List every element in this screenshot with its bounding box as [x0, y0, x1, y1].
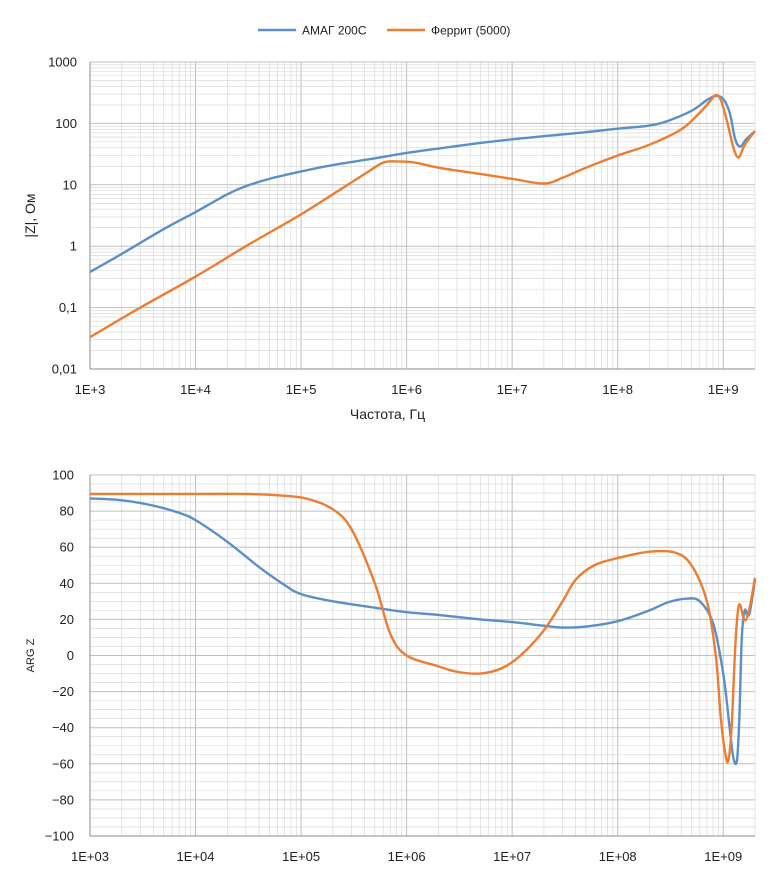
chart2-x-tick-label: 1E+08	[599, 849, 637, 864]
chart1-series-line-1	[89, 94, 756, 274]
chart1-y-tick-label: 0,01	[52, 362, 77, 377]
chart2-y-tick-label: 100	[52, 468, 74, 483]
chart2-y-tick-label: −20	[52, 684, 74, 699]
chart2-x-tick-label: 1E+09	[704, 849, 742, 864]
legend-label-2: Феррит (5000)	[431, 24, 510, 38]
chart1-x-axis-title: Частота, Гц	[350, 406, 425, 422]
chart1-x-tick-label: 1E+5	[286, 382, 317, 397]
chart1-x-tick-label: 1E+4	[180, 382, 211, 397]
chart1-y-tick-label: 1	[70, 239, 77, 254]
chart2-y-tick-label: −40	[52, 720, 74, 735]
chart1-x-tick-label: 1E+9	[708, 382, 739, 397]
chart1-y-tick-label: 1000	[48, 55, 77, 70]
chart2-y-tick-label: −80	[52, 792, 74, 807]
chart1-y-tick-label: 0,1	[59, 300, 77, 315]
chart2-y-tick-label: 80	[60, 504, 74, 519]
chart2-y-tick-label: −60	[52, 756, 74, 771]
chart1-x-tick-label: 1E+6	[391, 382, 422, 397]
chart1-y-tick-label: 10	[63, 177, 77, 192]
chart2-x-tick-label: 1E+04	[177, 849, 215, 864]
legend-label-1: АМАГ 200С	[302, 24, 367, 38]
chart2-series-line-1	[89, 497, 757, 766]
chart2-y-tick-label: −100	[45, 829, 74, 844]
chart1-x-tick-label: 1E+3	[75, 382, 106, 397]
chart2-y-tick-label: 40	[60, 576, 74, 591]
chart1-x-tick-label: 1E+8	[602, 382, 633, 397]
chart1-x-tick-label: 1E+7	[497, 382, 528, 397]
chart2-x-tick-label: 1E+06	[388, 849, 426, 864]
chart2-y-axis-title: ARG Z	[25, 638, 37, 672]
chart2-x-tick-label: 1E+07	[493, 849, 531, 864]
chart2-x-tick-label: 1E+03	[71, 849, 109, 864]
chart1-y-axis-title: |Z|, Ом	[22, 193, 38, 237]
chart2-y-tick-label: 20	[60, 612, 74, 627]
chart2-series-line-2	[90, 492, 757, 764]
chart1-series-line-2	[89, 93, 756, 339]
chart1-y-tick-label: 100	[55, 116, 77, 131]
chart2-x-tick-label: 1E+05	[282, 849, 320, 864]
chart2-y-tick-label: 0	[67, 648, 74, 663]
chart2-y-tick-label: 60	[60, 540, 74, 555]
